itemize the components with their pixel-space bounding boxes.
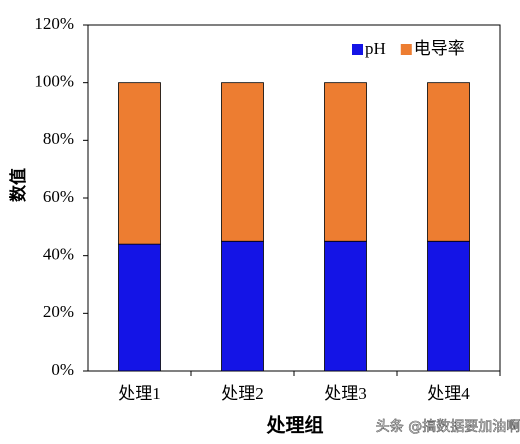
bar-segment xyxy=(221,240,264,372)
y-tick-label: 80% xyxy=(43,129,74,148)
watermark: 头条 @搞数据要加油啊 xyxy=(376,418,520,435)
x-tick-label: 处理1 xyxy=(118,384,161,403)
x-tick-label: 处理2 xyxy=(221,384,264,403)
y-tick-label: 100% xyxy=(34,72,74,91)
legend-label: 电导率 xyxy=(414,39,465,58)
y-tick-label: 40% xyxy=(43,245,74,264)
bar-segment xyxy=(221,82,264,242)
x-tick-label: 处理3 xyxy=(324,384,367,403)
x-axis-title: 处理组 xyxy=(265,413,323,436)
y-axis-title: 数值 xyxy=(8,168,28,202)
x-tick-label: 处理4 xyxy=(427,384,470,403)
legend-swatch xyxy=(352,44,363,55)
y-tick-label: 120% xyxy=(34,14,74,33)
bar-segment xyxy=(427,240,470,372)
bar-segment xyxy=(118,82,161,245)
bar-segment xyxy=(427,82,470,242)
legend-label: pH xyxy=(365,39,386,58)
y-tick-label: 20% xyxy=(43,302,74,321)
bar-segment xyxy=(118,243,161,372)
y-tick-label: 0% xyxy=(51,360,74,379)
legend-swatch xyxy=(400,44,412,55)
bar-segment xyxy=(324,82,367,242)
bar-segment xyxy=(324,240,367,372)
y-tick-label: 60% xyxy=(43,187,74,206)
